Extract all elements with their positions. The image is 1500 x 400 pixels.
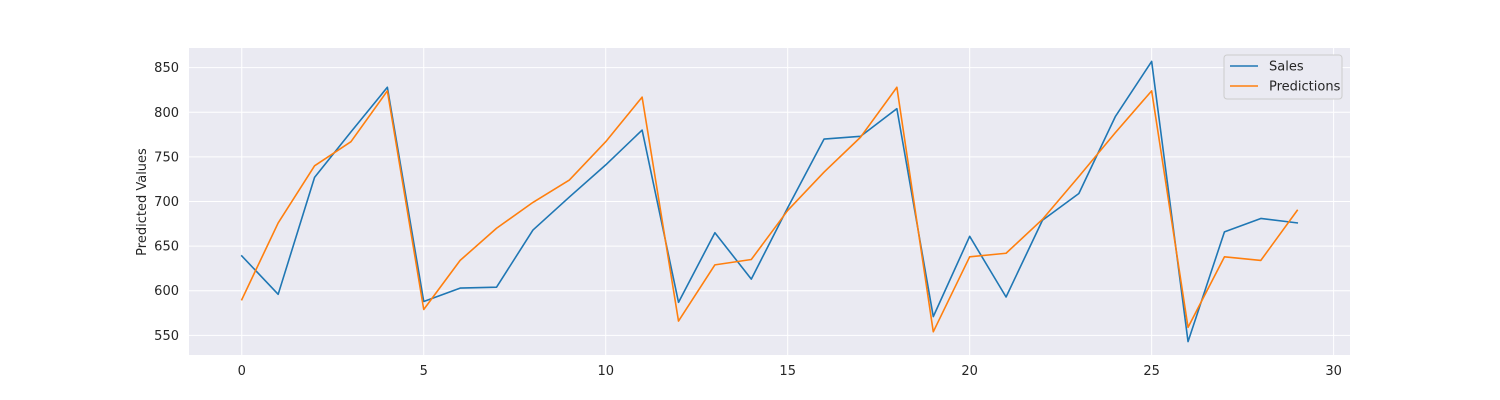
series-line-sales bbox=[240, 60, 1299, 343]
y-axis-label: Predicted Values bbox=[135, 148, 150, 256]
y-tick-label: 550 bbox=[154, 329, 179, 344]
series-lines bbox=[240, 60, 1299, 343]
legend: Sales Predictions bbox=[1223, 54, 1343, 100]
y-axis: 550 600 650 700 750 800 850 bbox=[154, 61, 179, 344]
series-line-predictions bbox=[240, 86, 1299, 333]
y-tick-label: 600 bbox=[154, 284, 179, 299]
y-tick-label: 800 bbox=[154, 106, 179, 121]
x-tick-label: 20 bbox=[961, 364, 978, 379]
x-tick-label: 5 bbox=[420, 364, 428, 379]
y-tick-label: 700 bbox=[154, 195, 179, 210]
y-tick-label: 750 bbox=[154, 150, 179, 165]
x-tick-label: 15 bbox=[779, 364, 796, 379]
y-tick-label: 850 bbox=[154, 61, 179, 76]
grid bbox=[189, 48, 1350, 355]
x-tick-label: 30 bbox=[1325, 364, 1342, 379]
x-axis: 0 5 10 15 20 25 30 bbox=[238, 364, 1342, 379]
legend-label-sales: Sales bbox=[1269, 60, 1304, 75]
x-tick-label: 10 bbox=[597, 364, 614, 379]
x-tick-label: 0 bbox=[238, 364, 246, 379]
y-tick-label: 650 bbox=[154, 240, 179, 255]
legend-label-predictions: Predictions bbox=[1269, 80, 1341, 95]
x-tick-label: 25 bbox=[1143, 364, 1160, 379]
